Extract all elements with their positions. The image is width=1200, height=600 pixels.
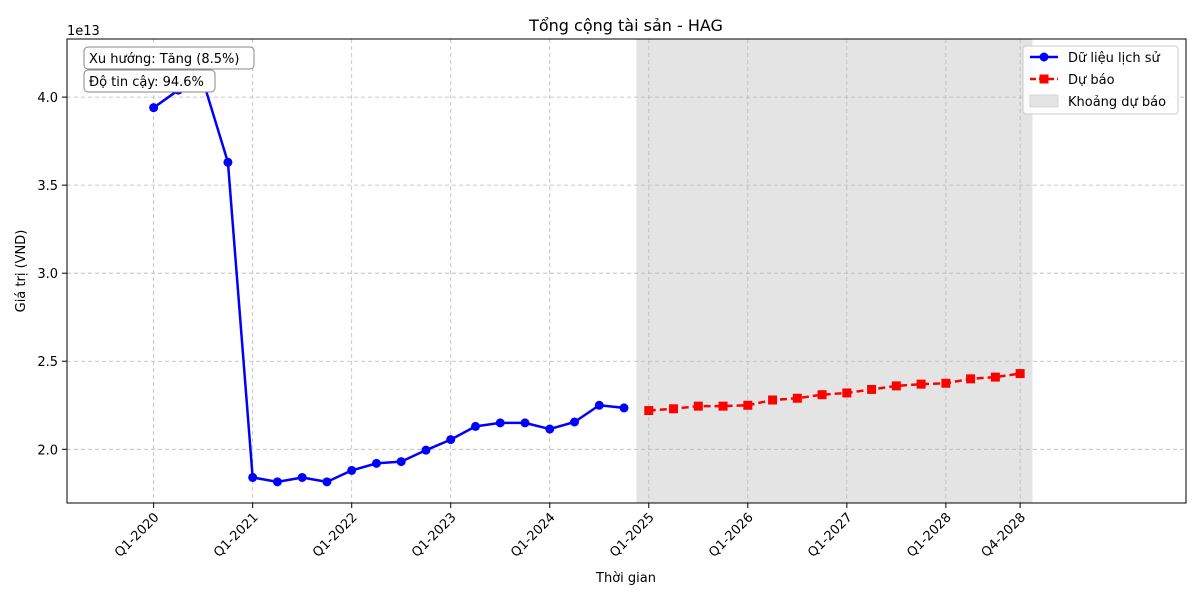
x-tick-label: Q1-2024 [508,510,558,560]
plot-frame [66,38,1187,504]
y-axis-ticks: 2.0 2.5 3.0 3.5 4.0 [37,91,67,458]
data-point [272,477,282,487]
x-tick-label: Q1-2026 [706,510,756,560]
chart-title: Tổng cộng tài sản - HAG [528,16,723,35]
x-tick-label: Q1-2025 [607,510,657,560]
data-point [792,393,802,403]
data-point [545,424,555,434]
data-point [1015,369,1025,379]
data-point [421,445,431,455]
y-tick-label: 2.0 [37,443,58,458]
data-point [495,418,505,428]
data-point [743,400,753,410]
annotation-confidence-text: Độ tin cậy: 94.6% [89,75,204,90]
legend-swatch-forecast-range [1029,94,1059,108]
legend-marker-forecast [1039,74,1049,84]
data-point [966,374,976,384]
data-point [817,390,827,400]
x-tick-label: Q1-2022 [310,510,360,560]
data-point [916,379,926,389]
data-point [297,472,307,482]
data-point [867,384,877,394]
annotation-trend-text: Xu hướng: Tăng (8.5%) [89,52,239,67]
data-point [842,388,852,398]
legend-label-history: Dữ liệu lịch sử [1068,51,1160,66]
data-point [891,381,901,391]
series-history [149,76,629,487]
y-tick-label: 2.5 [37,355,58,370]
annotation-trend-box [83,46,255,70]
series-line [152,80,625,484]
x-tick-label: Q1-2023 [409,510,459,560]
x-axis-label: Thời gian [595,571,656,586]
data-point [347,465,357,475]
series-forecast [644,369,1025,416]
data-point [149,103,159,113]
data-point [396,457,406,467]
data-point [248,472,258,482]
data-point [619,403,629,413]
x-tick-label: Q1-2020 [112,510,162,560]
x-tick-label: Q1-2028 [904,510,954,560]
legend-frame [1022,45,1179,115]
x-tick-label: Q1-2027 [805,510,855,560]
legend: Dữ liệu lịch sử Dự báo Khoảng dự báo [1022,45,1179,115]
data-point [371,458,381,468]
legend-item-history: Dữ liệu lịch sử [1030,51,1160,66]
legend-label-forecast-range: Khoảng dự báo [1068,95,1166,110]
data-point [669,404,679,414]
series-layer [149,76,1025,487]
legend-item-forecast-range: Khoảng dự báo [1029,94,1166,110]
data-point [768,395,778,405]
legend-label-forecast: Dự báo [1068,73,1115,88]
annotation-confidence-box [83,69,216,93]
data-point [470,421,480,431]
data-point [693,401,703,411]
y-axis-multiplier: 1e13 [67,24,100,39]
data-point [446,435,456,445]
data-point [718,401,728,411]
data-point [223,157,233,167]
y-tick-label: 3.5 [37,179,58,194]
annotation-confidence: Độ tin cậy: 94.6% [83,69,216,93]
data-point [644,406,654,416]
x-tick-label: Q1-2021 [211,510,261,560]
data-point [594,400,604,410]
y-axis-label: Giá trị (VND) [14,230,29,313]
data-point [941,378,951,388]
y-tick-label: 4.0 [37,91,58,106]
forecast-range-band [636,39,1033,503]
data-point [322,477,332,487]
x-axis-ticks: Q1-2020 Q1-2021 Q1-2022 Q1-2023 Q1-2024 Q1-20… [112,503,1029,561]
data-point [520,418,530,428]
data-point [990,372,1000,382]
y-tick-label: 3.0 [37,267,58,282]
annotation-trend: Xu hướng: Tăng (8.5%) [83,46,255,70]
grid-layer [67,39,1186,503]
legend-item-forecast: Dự báo [1030,73,1115,88]
data-point [570,417,580,427]
legend-marker-history [1039,52,1049,62]
x-tick-label: Q4-2028 [979,510,1029,560]
forecast-band-layer [636,39,1033,503]
series-line [648,372,1021,412]
